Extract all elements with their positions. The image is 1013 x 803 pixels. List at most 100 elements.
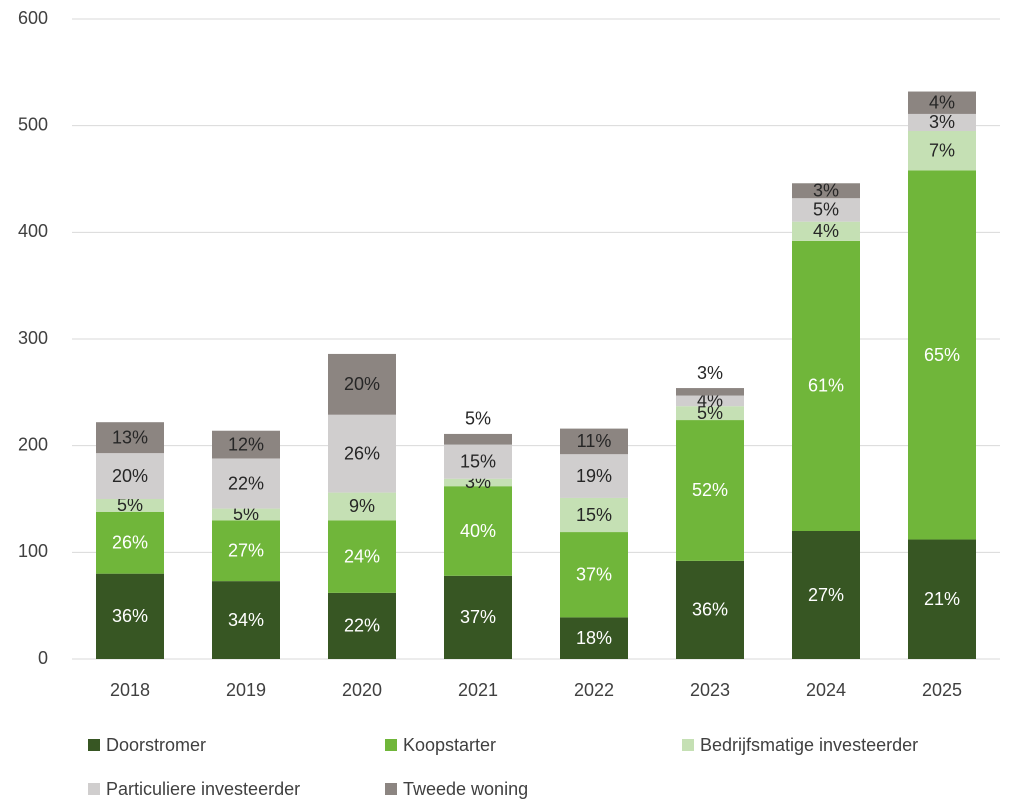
x-tick-label: 2024 [806,680,846,700]
data-label: 34% [228,610,264,630]
x-tick-label: 2022 [574,680,614,700]
bar-segment [560,454,628,498]
x-tick-label: 2019 [226,680,266,700]
bar-segment [560,532,628,618]
data-label: 4% [813,221,839,241]
data-label: 5% [697,403,723,423]
bar-segment [212,458,280,509]
bar-segment [328,414,396,493]
data-label: 37% [576,564,612,584]
data-label: 19% [576,466,612,486]
bar-segment [212,508,280,521]
y-tick-label: 400 [18,221,48,241]
bar-segment [328,520,396,593]
data-label: 40% [460,521,496,541]
bar-segment [212,430,280,459]
y-tick-label: 600 [18,8,48,28]
legend-label: Koopstarter [403,735,496,755]
data-label: 22% [344,616,380,636]
bar-segment [328,353,396,415]
bar-segment [676,406,744,421]
bar-segment [96,573,164,659]
data-label: 9% [349,496,375,516]
data-label: 26% [112,532,148,552]
data-label: 21% [924,589,960,609]
legend-swatch [88,739,100,751]
x-tick-label: 2025 [922,680,962,700]
data-label: 65% [924,345,960,365]
legend-label: Tweede woning [403,779,528,799]
legend-swatch [682,739,694,751]
legend-label: Doorstromer [106,735,206,755]
bar-segment [96,453,164,499]
legend-swatch [385,783,397,795]
legend-swatch [88,783,100,795]
bar-segment [212,520,280,582]
data-label: 20% [112,466,148,486]
data-label: 12% [228,434,264,454]
bar-segment [328,492,396,521]
y-tick-label: 200 [18,434,48,454]
data-label: 13% [112,427,148,447]
bar-segment [444,486,512,576]
bar-segment [908,91,976,114]
bar-segment [908,539,976,659]
x-tick-label: 2018 [110,680,150,700]
x-tick-label: 2020 [342,680,382,700]
bar-segment [328,592,396,659]
data-label: 5% [117,495,143,515]
bar-segment [560,428,628,455]
data-label: 7% [929,140,955,160]
data-label: 20% [344,374,380,394]
legend-swatch [385,739,397,751]
data-label: 52% [692,480,728,500]
data-label: 15% [460,451,496,471]
legend-label: Bedrijfsmatige investeerder [700,735,918,755]
data-label: 4% [697,391,723,411]
data-label: 11% [577,431,612,451]
data-label: 27% [808,585,844,605]
bar-segment [212,581,280,659]
bar-segment [676,395,744,407]
bar-segment [96,511,164,574]
bar-segment [676,560,744,659]
bar-segment [908,113,976,131]
bar-segment [792,221,860,241]
bar-segment [792,198,860,222]
data-label: 61% [808,376,844,396]
bar-segment [444,575,512,659]
y-tick-label: 300 [18,328,48,348]
bar-segment [908,170,976,540]
bar-segment [444,433,512,445]
bar-segment [96,422,164,454]
data-label: 18% [576,628,612,648]
bar-segment [792,531,860,659]
data-label: 3% [697,363,723,383]
x-tick-label: 2021 [458,680,498,700]
data-label: 27% [228,540,264,560]
x-tick-label: 2023 [690,680,730,700]
bar-segment [560,497,628,533]
data-label: 36% [112,606,148,626]
bar-segment [96,499,164,512]
data-label: 26% [344,443,380,463]
data-label: 36% [692,600,728,620]
legend-label: Particuliere investeerder [106,779,300,799]
bar-segment [676,388,744,396]
bar-segment [444,478,512,487]
data-label: 3% [813,180,839,200]
data-label: 5% [233,504,259,524]
data-label: 24% [344,546,380,566]
bar-segment [444,444,512,479]
data-label: 3% [929,112,955,132]
bar-segment [676,420,744,561]
data-label: 5% [813,200,839,220]
data-label: 37% [460,607,496,627]
data-label: 22% [228,473,264,493]
bar-segment [908,131,976,171]
y-tick-label: 500 [18,114,48,134]
data-label: 15% [576,505,612,525]
y-tick-label: 100 [18,541,48,561]
data-label: 4% [929,92,955,112]
